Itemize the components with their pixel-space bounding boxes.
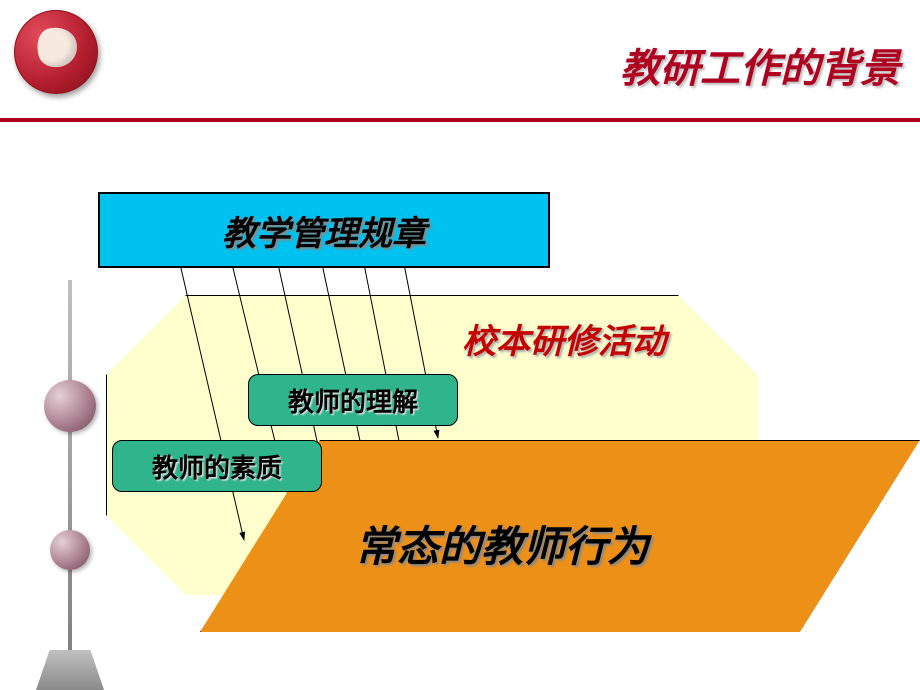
green-box-label: 教师的素质 <box>152 448 282 485</box>
logo-flower-icon <box>33 23 82 72</box>
octagon-label: 校本研修活动 <box>462 314 666 363</box>
top-box-label: 教学管理规章 <box>222 206 426 255</box>
green-box-teacher-understanding: 教师的理解 <box>248 374 458 426</box>
green-box-teacher-quality: 教师的素质 <box>112 440 322 492</box>
tower-sphere-upper <box>44 380 96 432</box>
top-box-teaching-regulations: 教学管理规章 <box>98 192 550 268</box>
green-box-label: 教师的理解 <box>288 382 418 419</box>
title-underline <box>0 118 920 122</box>
page-title: 教研工作的背景 <box>620 36 900 94</box>
slide-stage: 教研工作的背景 教学管理规章 校本研修活动 常态的教师行为 教师的理解 教师的素… <box>0 0 920 690</box>
logo-badge <box>14 10 98 94</box>
tower-sphere-lower <box>50 530 90 570</box>
decorative-tower <box>30 280 110 690</box>
tower-base <box>36 650 104 690</box>
tower-mast <box>68 280 72 690</box>
parallelogram-label: 常态的教师行为 <box>355 513 649 574</box>
